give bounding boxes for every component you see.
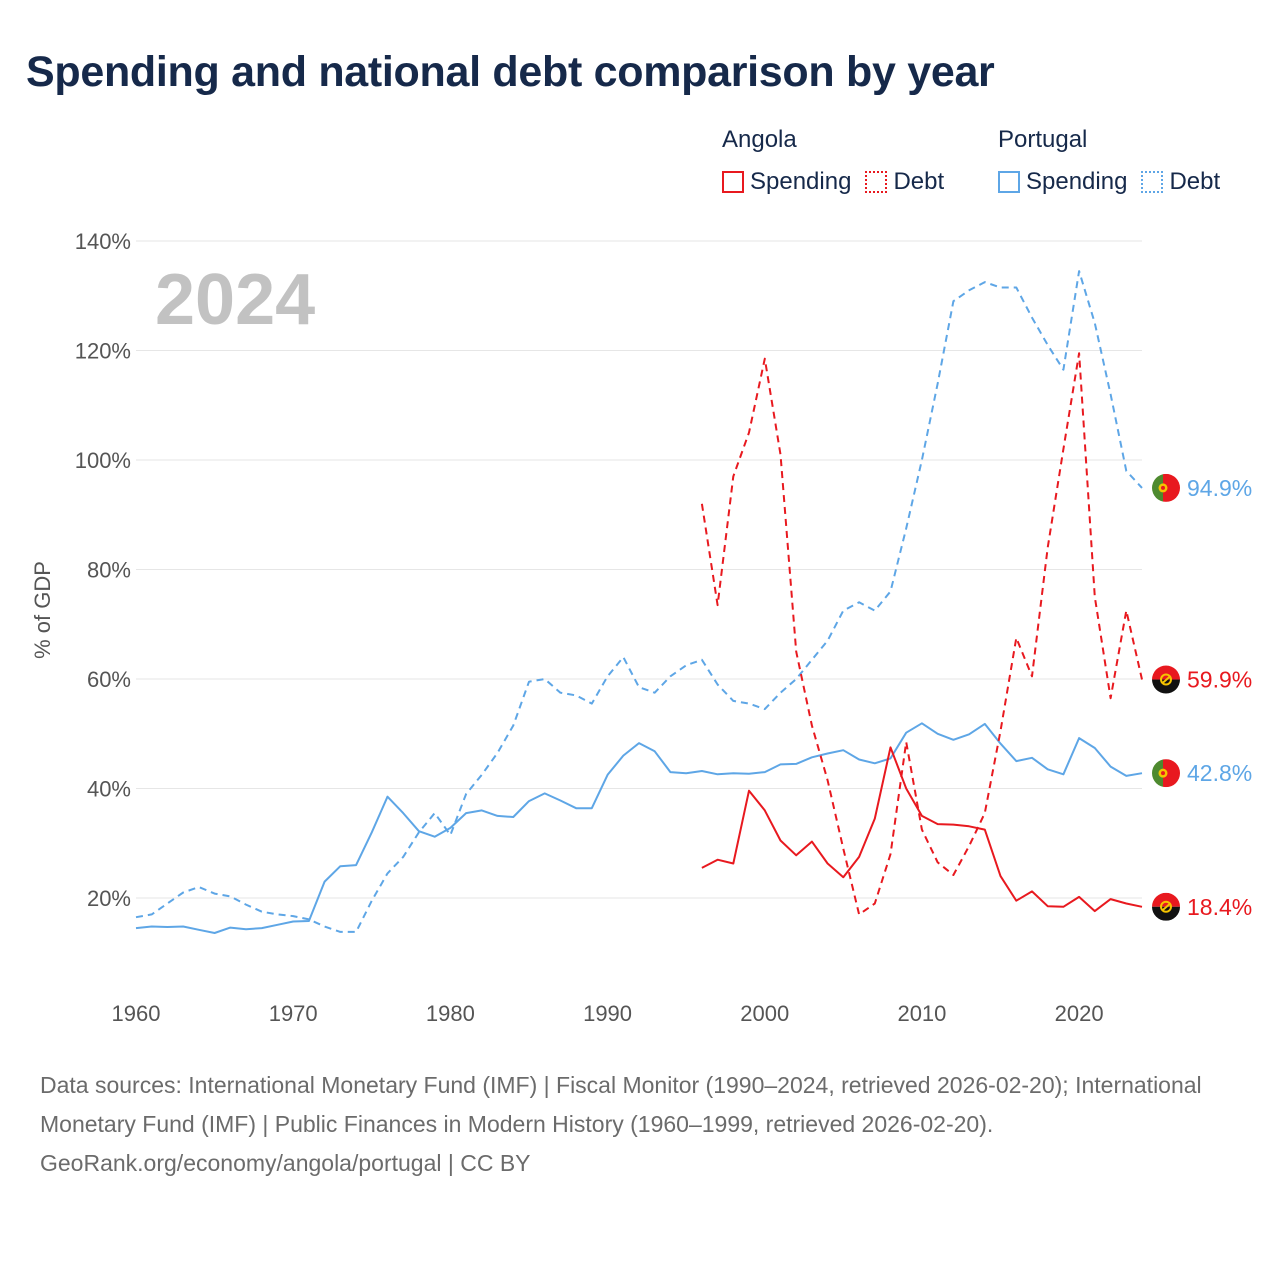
y-tick-label: 60% — [87, 667, 131, 692]
legend-angola-spending-label: Spending — [750, 168, 852, 195]
x-tick-label: 1980 — [426, 1001, 475, 1026]
y-axis-ticks: 20% 40% 60% 80% 100% 120% 140% — [75, 229, 131, 911]
x-tick-label: 2010 — [897, 1001, 946, 1026]
angola-debt-line[interactable] — [700, 352, 1143, 916]
portugal-debt-end-label: 94.9% — [1187, 475, 1252, 501]
legend-angola-spending[interactable]: Spending — [722, 168, 851, 196]
legend-portugal-spending-label: Spending — [1026, 168, 1128, 195]
legend-angola: Angola Spending Debt — [722, 124, 958, 196]
y-tick-label: 140% — [75, 229, 131, 254]
y-axis-label: % of GDP — [30, 561, 55, 659]
portugal-flag-icon — [1152, 473, 1180, 502]
legend-solid-swatch — [722, 171, 744, 193]
y-tick-label: 120% — [75, 339, 131, 364]
series-lines — [135, 270, 1143, 934]
x-tick-label: 2020 — [1055, 1001, 1104, 1026]
chart-title: Spending and national debt comparison by… — [26, 48, 995, 96]
portugal-spending-end-label: 42.8% — [1187, 760, 1252, 786]
data-sources: Data sources: International Monetary Fun… — [40, 1072, 1202, 1137]
gridlines — [136, 240, 1142, 899]
y-tick-label: 20% — [87, 886, 131, 911]
legend-portugal-spending[interactable]: Spending — [998, 168, 1127, 196]
angola-flag-icon — [1152, 665, 1180, 694]
current-year-label: 2024 — [155, 260, 315, 340]
legend-angola-debt[interactable]: Debt — [865, 168, 944, 196]
legend-portugal-debt-label: Debt — [1169, 168, 1221, 195]
legend-portugal-debt[interactable]: Debt — [1141, 168, 1220, 196]
credit-link[interactable]: GeoRank.org/economy/angola/portugal | CC… — [40, 1150, 531, 1176]
angola-debt-end-label: 59.9% — [1187, 667, 1252, 693]
portugal-debt-line[interactable] — [135, 270, 1143, 933]
x-axis-ticks: 1960 1970 1980 1990 2000 2010 2020 — [112, 1001, 1104, 1026]
footer: Data sources: International Monetary Fun… — [40, 1066, 1240, 1183]
x-tick-label: 1960 — [112, 1001, 161, 1026]
legend-portugal-title: Portugal — [998, 126, 1088, 153]
angola-flag-icon — [1152, 892, 1180, 921]
y-tick-label: 40% — [87, 777, 131, 802]
legend-solid-swatch — [998, 171, 1020, 193]
portugal-spending-line[interactable] — [135, 722, 1143, 934]
line-chart: 20% 40% 60% 80% 100% 120% 140% 1960 1970 1980 199… — [30, 229, 1252, 1026]
x-tick-label: 2000 — [740, 1001, 789, 1026]
legend-angola-title: Angola — [722, 126, 797, 153]
legend-dotted-swatch — [865, 171, 888, 193]
y-tick-label: 80% — [87, 558, 131, 583]
series-end-markers: 94.9% 42.8% 59.9% 18.4% — [1152, 473, 1252, 921]
legend-portugal: Portugal Spending Debt — [998, 124, 1234, 196]
angola-spending-end-label: 18.4% — [1187, 894, 1252, 920]
x-tick-label: 1990 — [583, 1001, 632, 1026]
x-tick-label: 1970 — [269, 1001, 318, 1026]
legend-angola-debt-label: Debt — [893, 168, 945, 195]
portugal-flag-icon — [1152, 759, 1180, 788]
angola-spending-line[interactable] — [701, 746, 1143, 913]
y-tick-label: 100% — [75, 448, 131, 473]
legend-dotted-swatch — [1141, 171, 1164, 193]
